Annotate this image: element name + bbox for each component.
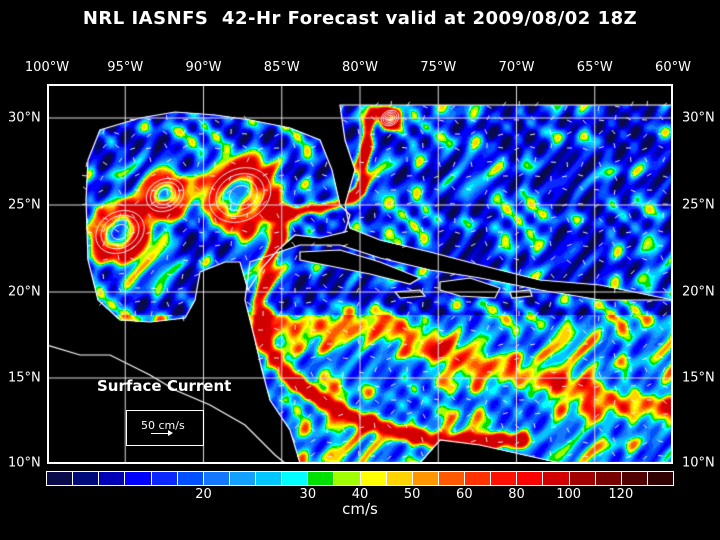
colorbar-swatch <box>543 472 570 485</box>
latitude-label: 25°N <box>682 197 715 213</box>
latitude-label: 10°N <box>8 455 41 471</box>
colorbar <box>46 471 674 486</box>
colorbar-tick-label: 80 <box>508 487 525 502</box>
colorbar-swatch <box>517 472 544 485</box>
vector-arrow-icon <box>151 430 173 436</box>
latitude-label: 10°N <box>682 455 715 471</box>
colorbar-swatch <box>621 472 648 485</box>
colorbar-tick-label: 40 <box>351 487 369 502</box>
vector-scale-legend: 50 cm/s <box>126 410 204 446</box>
colorbar-swatch <box>282 472 309 485</box>
colorbar-swatch <box>125 472 152 485</box>
longitude-label: 90°W <box>185 60 222 75</box>
colorbar-swatch <box>491 472 518 485</box>
latitude-label: 30°N <box>8 110 41 126</box>
colorbar-tick-label: 60 <box>456 487 473 502</box>
colorbar-swatch <box>308 472 335 485</box>
colorbar-swatch <box>47 472 74 485</box>
colorbar-tick-label: 120 <box>608 487 634 502</box>
longitude-label: 85°W <box>263 60 300 75</box>
colorbar-swatch <box>334 472 361 485</box>
colorbar-swatch <box>386 472 413 485</box>
colorbar-unit: cm/s <box>342 500 378 518</box>
latitude-label: 25°N <box>8 197 41 213</box>
longitude-label: 65°W <box>576 60 613 75</box>
colorbar-tick-label: 30 <box>299 487 317 502</box>
surface-current-map <box>47 84 673 464</box>
legend-title: Surface Current <box>97 377 232 395</box>
latitude-label: 20°N <box>8 284 41 300</box>
colorbar-swatch <box>569 472 596 485</box>
colorbar-tick-label: 100 <box>556 487 582 502</box>
colorbar-swatch <box>73 472 100 485</box>
colorbar-swatch <box>177 472 204 485</box>
longitude-label: 75°W <box>420 60 457 75</box>
latitude-label: 30°N <box>682 110 715 126</box>
latitude-label: 15°N <box>682 370 715 386</box>
colorbar-swatch <box>647 472 673 485</box>
colorbar-tick-label: 50 <box>403 487 421 502</box>
colorbar-swatch <box>360 472 387 485</box>
colorbar-swatch <box>438 472 465 485</box>
latitude-label: 15°N <box>8 370 41 386</box>
colorbar-swatch <box>595 472 622 485</box>
colorbar-swatch <box>151 472 178 485</box>
vector-scale-label: 50 cm/s <box>141 419 185 432</box>
longitude-label: 70°W <box>498 60 535 75</box>
longitude-label: 60°W <box>655 60 691 75</box>
colorbar-swatch <box>203 472 230 485</box>
longitude-label: 95°W <box>107 60 144 75</box>
colorbar-tick-label: 20 <box>195 487 212 502</box>
figure-title: NRL IASNFS 42-Hr Forecast valid at 2009/… <box>82 8 638 29</box>
longitude-label: 80°W <box>342 60 378 75</box>
latitude-label: 20°N <box>682 284 715 300</box>
colorbar-swatch <box>256 472 283 485</box>
colorbar-swatch <box>412 472 439 485</box>
map-frame <box>47 84 673 464</box>
colorbar-swatch <box>229 472 256 485</box>
colorbar-swatch <box>99 472 126 485</box>
colorbar-swatch <box>465 472 492 485</box>
longitude-label: 100°W <box>24 60 70 75</box>
